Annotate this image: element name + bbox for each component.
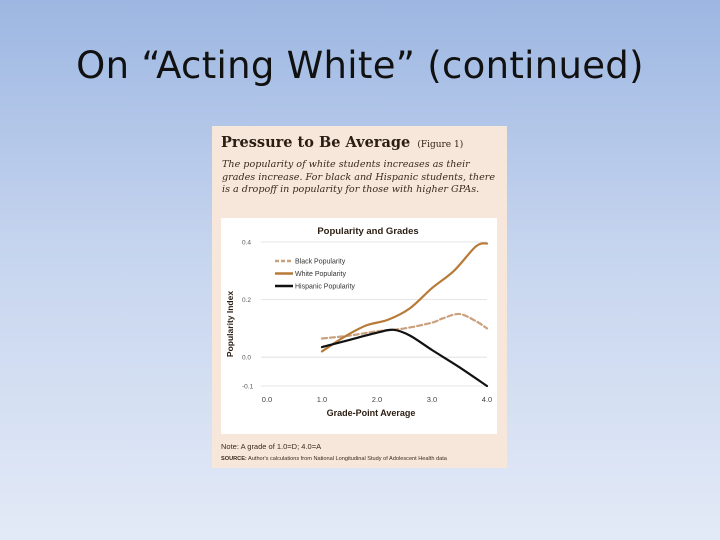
y-tick-label: 0.2: [242, 297, 251, 304]
hispanic-popularity-line: [320, 328, 489, 388]
black-popularity-line: [320, 312, 489, 340]
x-tick-label: 4.0: [482, 395, 492, 404]
chart-title: Popularity and Grades: [317, 226, 418, 237]
legend-label-hispanic-popularity: Hispanic Popularity: [295, 284, 355, 291]
x-tick-label: 0.0: [262, 395, 272, 404]
chart-figure: Pressure to Be Average (Figure 1) The po…: [212, 126, 507, 468]
figure-title: Pressure to Be Average: [221, 134, 411, 151]
x-tick-label: 3.0: [427, 395, 437, 404]
y-tick-label: 0.0: [242, 355, 251, 362]
x-tick-label: 1.0: [317, 395, 327, 404]
figure-note: Note: A grade of 1.0=D; 4.0=A: [221, 442, 322, 451]
figure-heading: Pressure to Be Average (Figure 1): [221, 132, 463, 151]
slide-title: On “Acting White” (continued): [76, 44, 644, 87]
source-label: SOURCE:: [221, 456, 247, 462]
y-tick-label: -0.1: [242, 384, 254, 391]
y-tick-label: 0.4: [242, 240, 251, 247]
x-axis-label: Grade-Point Average: [327, 408, 416, 418]
legend-label-black-popularity: Black Popularity: [295, 259, 346, 266]
source-text: Author's calculations from National Long…: [248, 456, 447, 462]
plot-area: Popularity and Grades 0.4 0.2 0.0 -0.1 0.0 1.0…: [221, 218, 497, 434]
figure-source: SOURCE: Author's calculations from Natio…: [221, 456, 447, 462]
figure-description: The popularity of white students increas…: [222, 159, 496, 195]
white-popularity-line: [320, 242, 489, 353]
figure-label: (Figure 1): [417, 140, 464, 150]
y-axis-label: Popularity Index: [225, 291, 235, 357]
legend-label-white-popularity: White Popularity: [295, 271, 346, 278]
line-chart: Popularity and Grades 0.4 0.2 0.0 -0.1 0.0 1.0…: [225, 226, 492, 418]
x-tick-label: 2.0: [372, 395, 382, 404]
